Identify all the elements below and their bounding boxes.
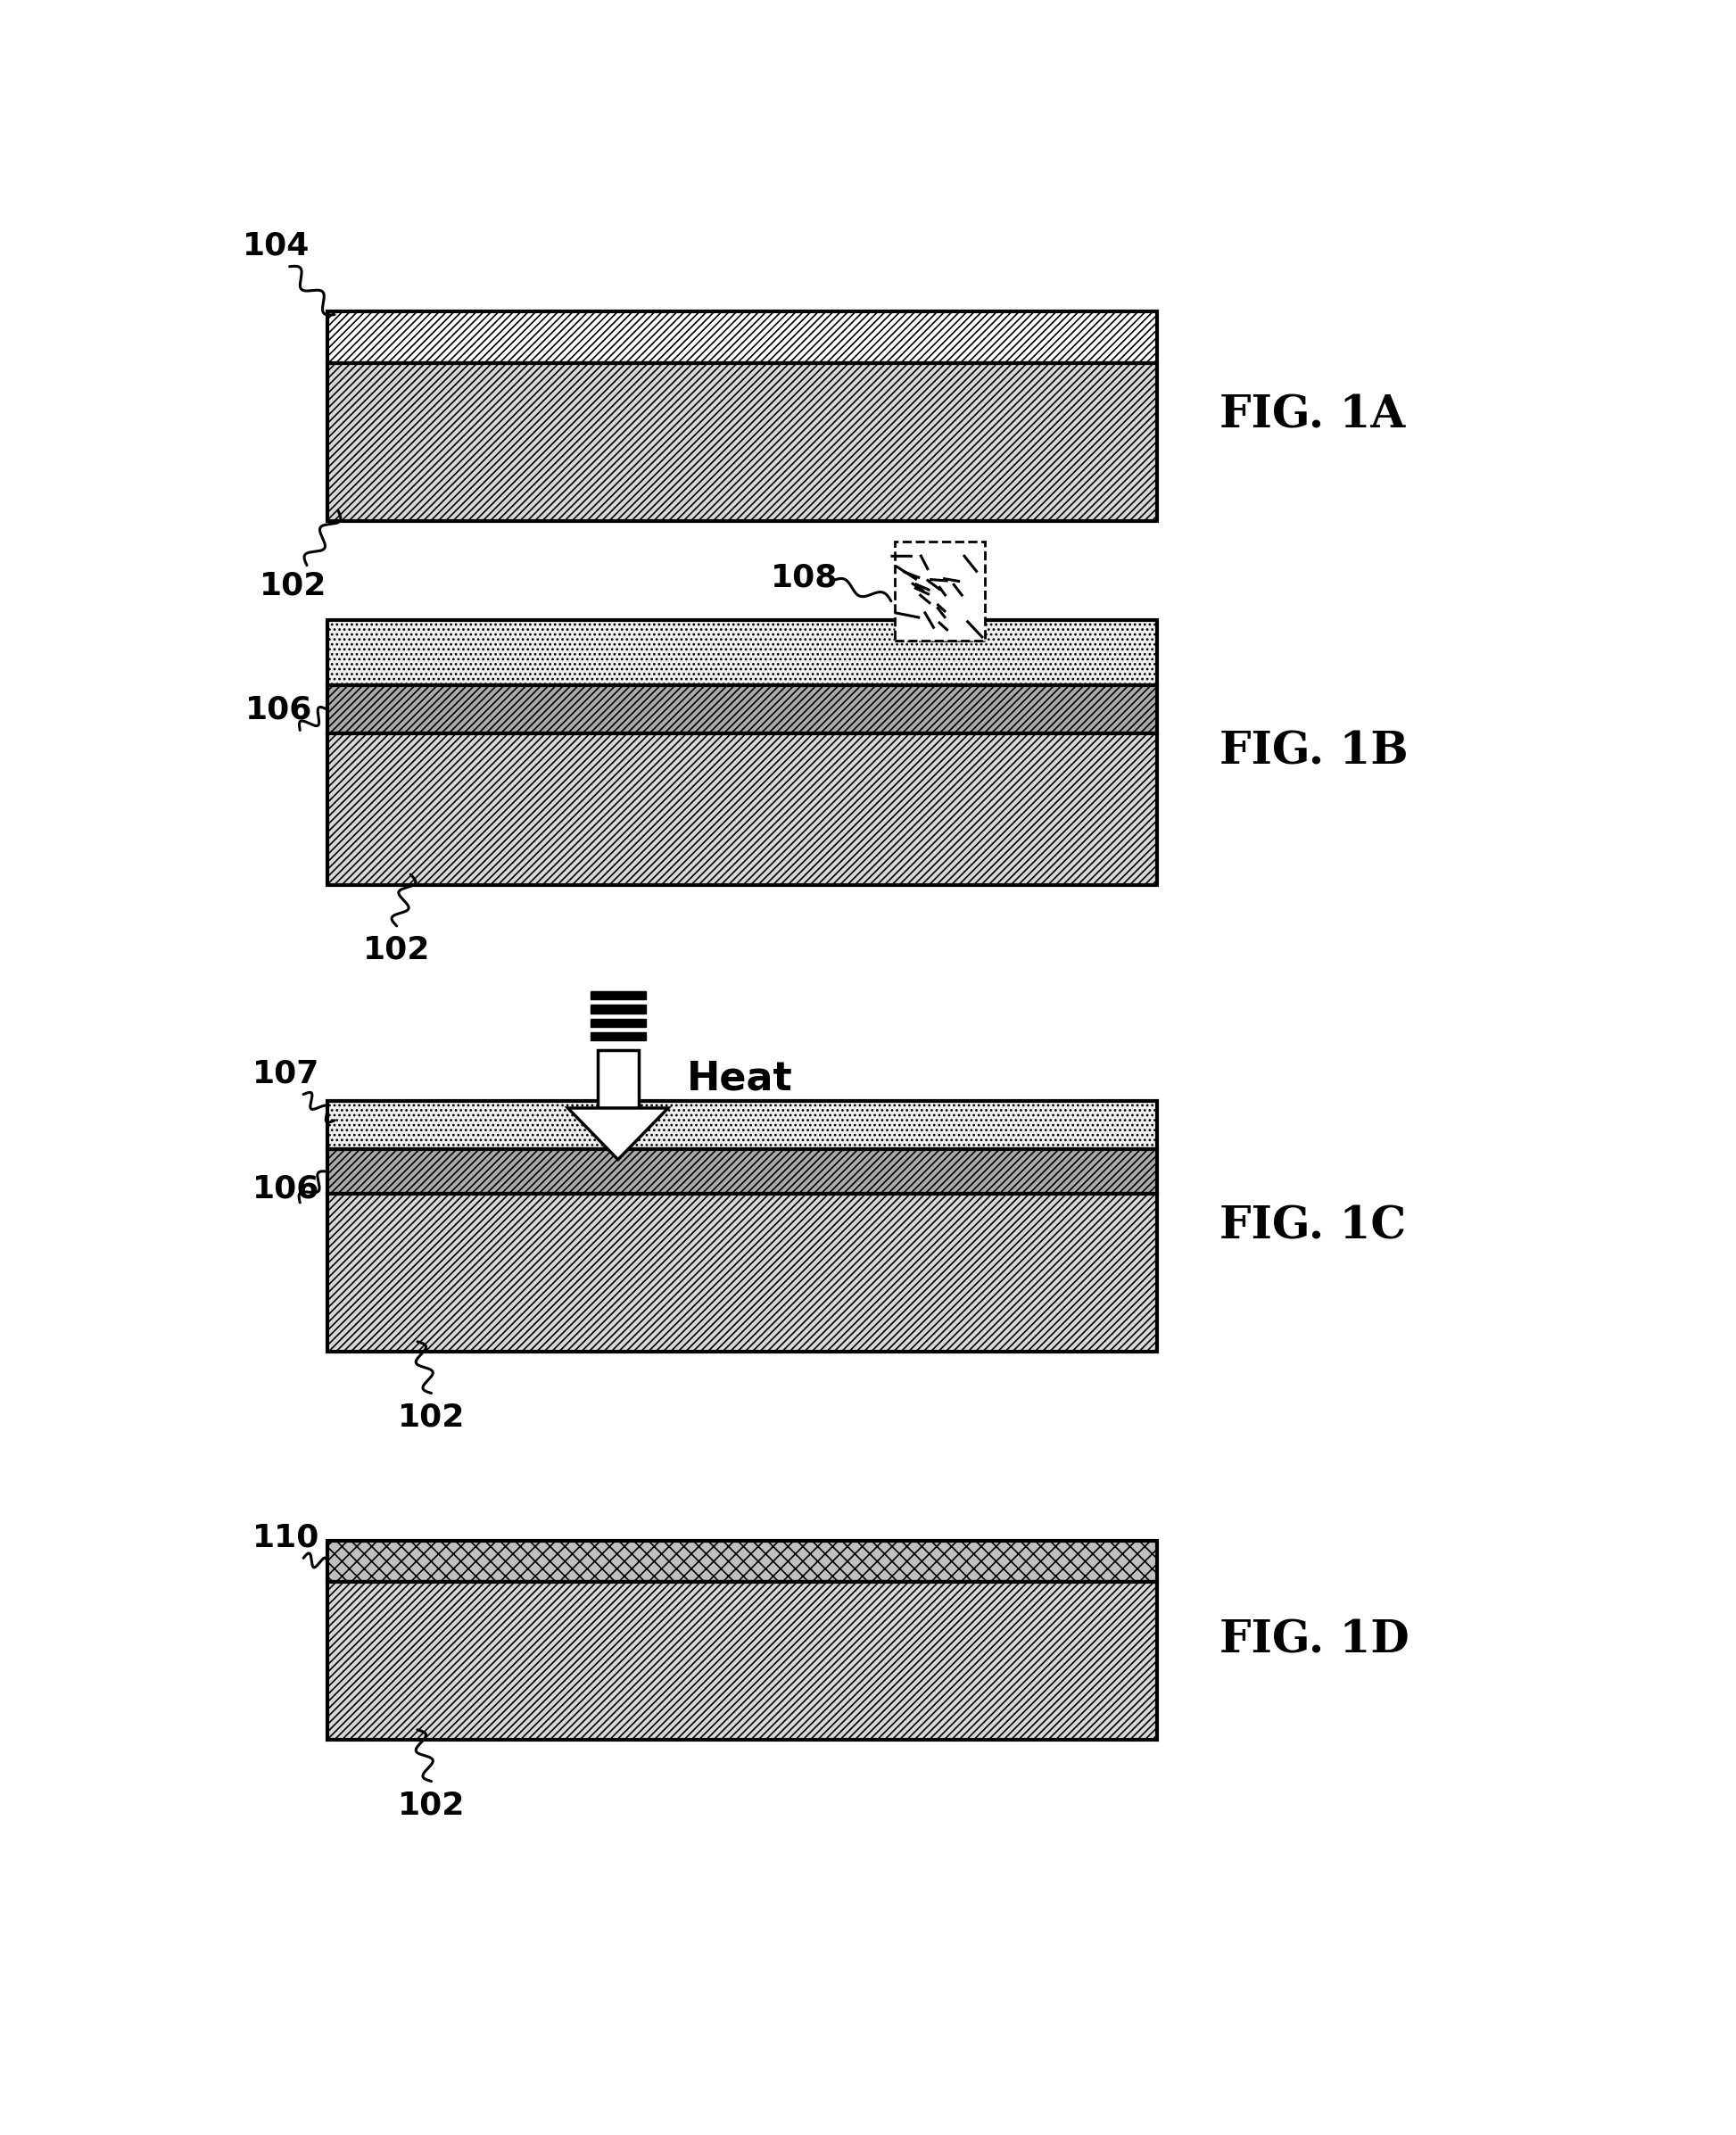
Text: 102: 102 <box>363 935 431 965</box>
Bar <box>328 621 1158 685</box>
Bar <box>328 312 1158 363</box>
Text: 104: 104 <box>241 231 309 260</box>
Bar <box>590 1006 646 1014</box>
Polygon shape <box>568 1108 668 1159</box>
Text: 102: 102 <box>398 1403 465 1433</box>
Text: 102: 102 <box>398 1789 465 1821</box>
Text: FIG. 1A: FIG. 1A <box>1219 395 1404 438</box>
Text: 106: 106 <box>245 694 312 724</box>
Bar <box>328 1541 1158 1582</box>
Text: FIG. 1D: FIG. 1D <box>1219 1618 1410 1663</box>
Text: 110: 110 <box>252 1522 319 1552</box>
Text: 107: 107 <box>252 1059 319 1089</box>
Bar <box>328 685 1158 734</box>
Bar <box>597 1050 639 1108</box>
Bar <box>328 1582 1158 1740</box>
Text: 102: 102 <box>259 570 326 602</box>
Bar <box>590 1018 646 1027</box>
Bar <box>328 734 1158 884</box>
Bar <box>590 991 646 999</box>
Text: 108: 108 <box>771 562 838 594</box>
Text: Heat: Heat <box>687 1059 793 1097</box>
Bar <box>328 363 1158 521</box>
Bar <box>328 1193 1158 1351</box>
Bar <box>590 1033 646 1040</box>
Text: 106: 106 <box>252 1174 319 1204</box>
Bar <box>894 542 984 640</box>
Text: FIG. 1B: FIG. 1B <box>1219 730 1408 775</box>
Text: FIG. 1C: FIG. 1C <box>1219 1204 1406 1249</box>
Bar <box>328 1102 1158 1149</box>
Bar <box>328 1149 1158 1193</box>
